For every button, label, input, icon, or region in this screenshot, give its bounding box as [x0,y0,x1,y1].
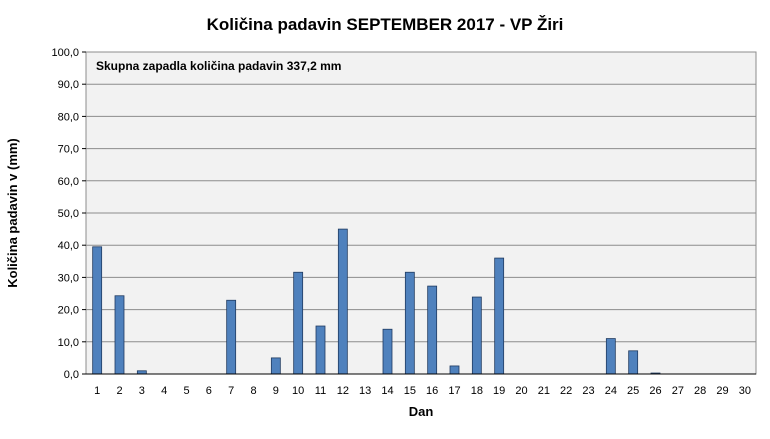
y-tick-label: 90,0 [58,79,79,91]
x-tick-label: 15 [404,385,416,397]
chart-title: Količina padavin SEPTEMBER 2017 - VP Žir… [207,15,564,34]
x-tick-label: 24 [605,385,617,397]
bar-day-11 [315,325,326,375]
bar-day-17 [449,365,460,375]
y-axis-label: Količina padavin v (mm) [5,138,20,288]
total-annotation: Skupna zapadla količina padavin 337,2 mm [96,59,341,73]
x-tick-label: 9 [273,385,279,397]
x-tick-label: 4 [161,385,167,397]
x-tick-label: 2 [116,385,122,397]
y-tick-label: 50,0 [58,208,79,220]
y-tick-label: 20,0 [58,305,79,317]
bars [92,228,661,375]
x-tick-label: 13 [359,385,371,397]
x-tick-label: 7 [228,385,234,397]
y-axis-ticks: 0,0 10,0 20,0 30,0 40,0 50,0 60,0 70,0 80,0 90,0 1… [51,47,86,381]
bar-day-2 [114,295,125,375]
x-tick-label: 27 [672,385,684,397]
x-tick-label: 11 [315,385,326,397]
bar-day-10 [293,271,304,375]
bar-day-7 [226,299,237,375]
bar-day-18 [471,296,482,375]
bar-day-15 [404,271,415,375]
x-tick-label: 16 [426,385,438,397]
x-tick-label: 23 [582,385,594,397]
bar-day-9 [270,357,281,375]
x-tick-label: 22 [560,385,572,397]
x-tick-label: 5 [183,385,189,397]
bar-day-25 [628,350,639,375]
x-tick-label: 21 [538,385,550,397]
x-tick-label: 29 [716,385,728,397]
x-tick-label: 6 [206,385,212,397]
y-tick-label: 60,0 [58,176,79,188]
x-tick-label: 26 [649,385,661,397]
y-tick-label: 100,0 [51,47,79,59]
x-tick-label: 18 [471,385,483,397]
x-tick-label: 28 [694,385,706,397]
y-tick-label: 10,0 [58,337,79,349]
x-tick-label: 12 [337,385,349,397]
y-tick-label: 0,0 [64,369,79,381]
x-axis-label: Dan [409,404,434,419]
bar-day-14 [382,328,393,375]
bar-day-16 [427,285,438,375]
bar-day-24 [605,338,616,375]
y-tick-label: 40,0 [58,240,79,252]
x-tick-label: 19 [493,385,505,397]
y-tick-label: 70,0 [58,144,79,156]
bar-day-19 [494,257,505,375]
x-tick-label: 1 [94,385,100,397]
bar-day-12 [337,228,348,375]
x-tick-label: 25 [627,385,639,397]
bar-day-1 [92,246,103,375]
y-tick-label: 80,0 [58,111,79,123]
x-tick-label: 17 [448,385,460,397]
x-tick-label: 20 [515,385,527,397]
x-tick-label: 3 [139,385,145,397]
x-tick-label: 14 [381,385,393,397]
y-tick-label: 30,0 [58,272,79,284]
x-tick-label: 30 [739,385,751,397]
x-axis-ticks: 1 2 3 4 5 6 7 8 9 10 11 12 13 14 15 16 17 18 19 20 21 22 23 24 2… [86,373,756,397]
x-tick-label: 10 [292,385,304,397]
x-tick-label: 8 [250,385,256,397]
